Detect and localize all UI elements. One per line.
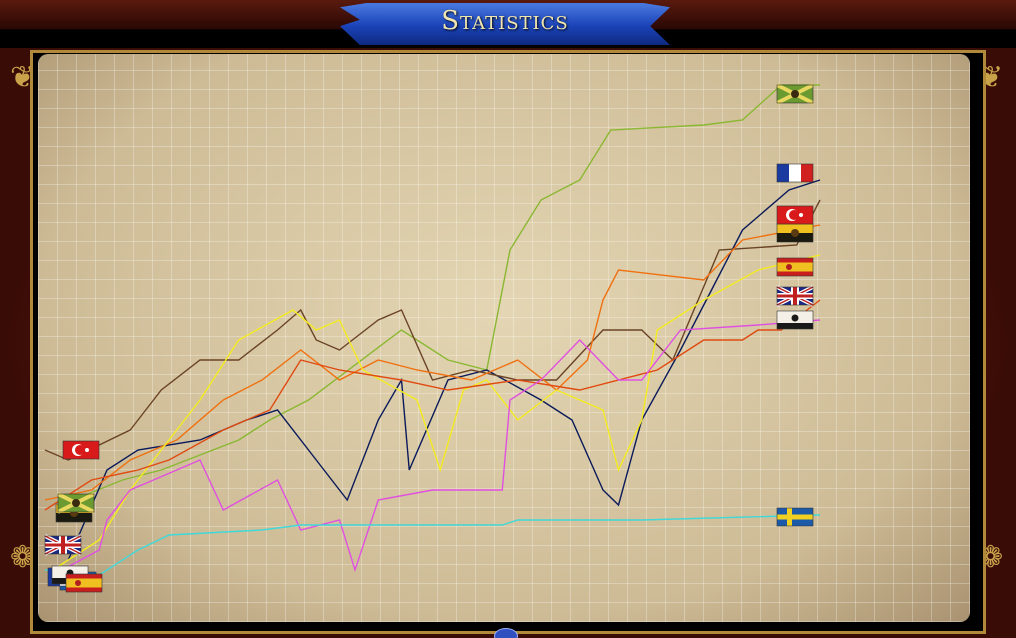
series-line-britain: [44, 299, 821, 511]
series-line-france: [67, 179, 821, 561]
series-line-sweden: [44, 514, 821, 576]
russia-flag-icon: [57, 492, 95, 514]
series-line-prussia: [52, 319, 821, 576]
bottom-gem-button[interactable]: [494, 628, 518, 638]
britain-flag-icon: [44, 534, 82, 556]
spain-flag-icon: [65, 573, 103, 593]
series-line-ottoman: [44, 224, 821, 501]
page-title: Statistics: [441, 6, 569, 36]
series-line-spain: [52, 254, 821, 571]
series-line-austria: [44, 199, 821, 461]
parchment-chart-background: [38, 54, 970, 622]
series-line-russia: [60, 84, 820, 506]
spain-flag-icon: [776, 257, 814, 277]
russia-flag-icon: [776, 83, 814, 105]
prussia-flag-icon: [776, 310, 814, 330]
title-banner: [340, 3, 670, 45]
ottoman-flag-icon: [62, 440, 100, 460]
austria-flag-icon: [776, 223, 814, 243]
ottoman-flag-icon: [776, 205, 814, 225]
britain-flag-icon: [776, 285, 814, 307]
france-flag-icon: [776, 163, 814, 183]
sweden-flag-icon: [776, 507, 814, 527]
